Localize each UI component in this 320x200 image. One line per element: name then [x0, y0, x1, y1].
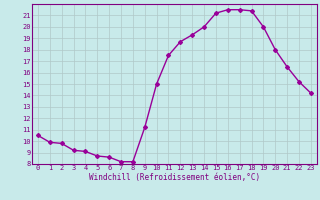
X-axis label: Windchill (Refroidissement éolien,°C): Windchill (Refroidissement éolien,°C) — [89, 173, 260, 182]
